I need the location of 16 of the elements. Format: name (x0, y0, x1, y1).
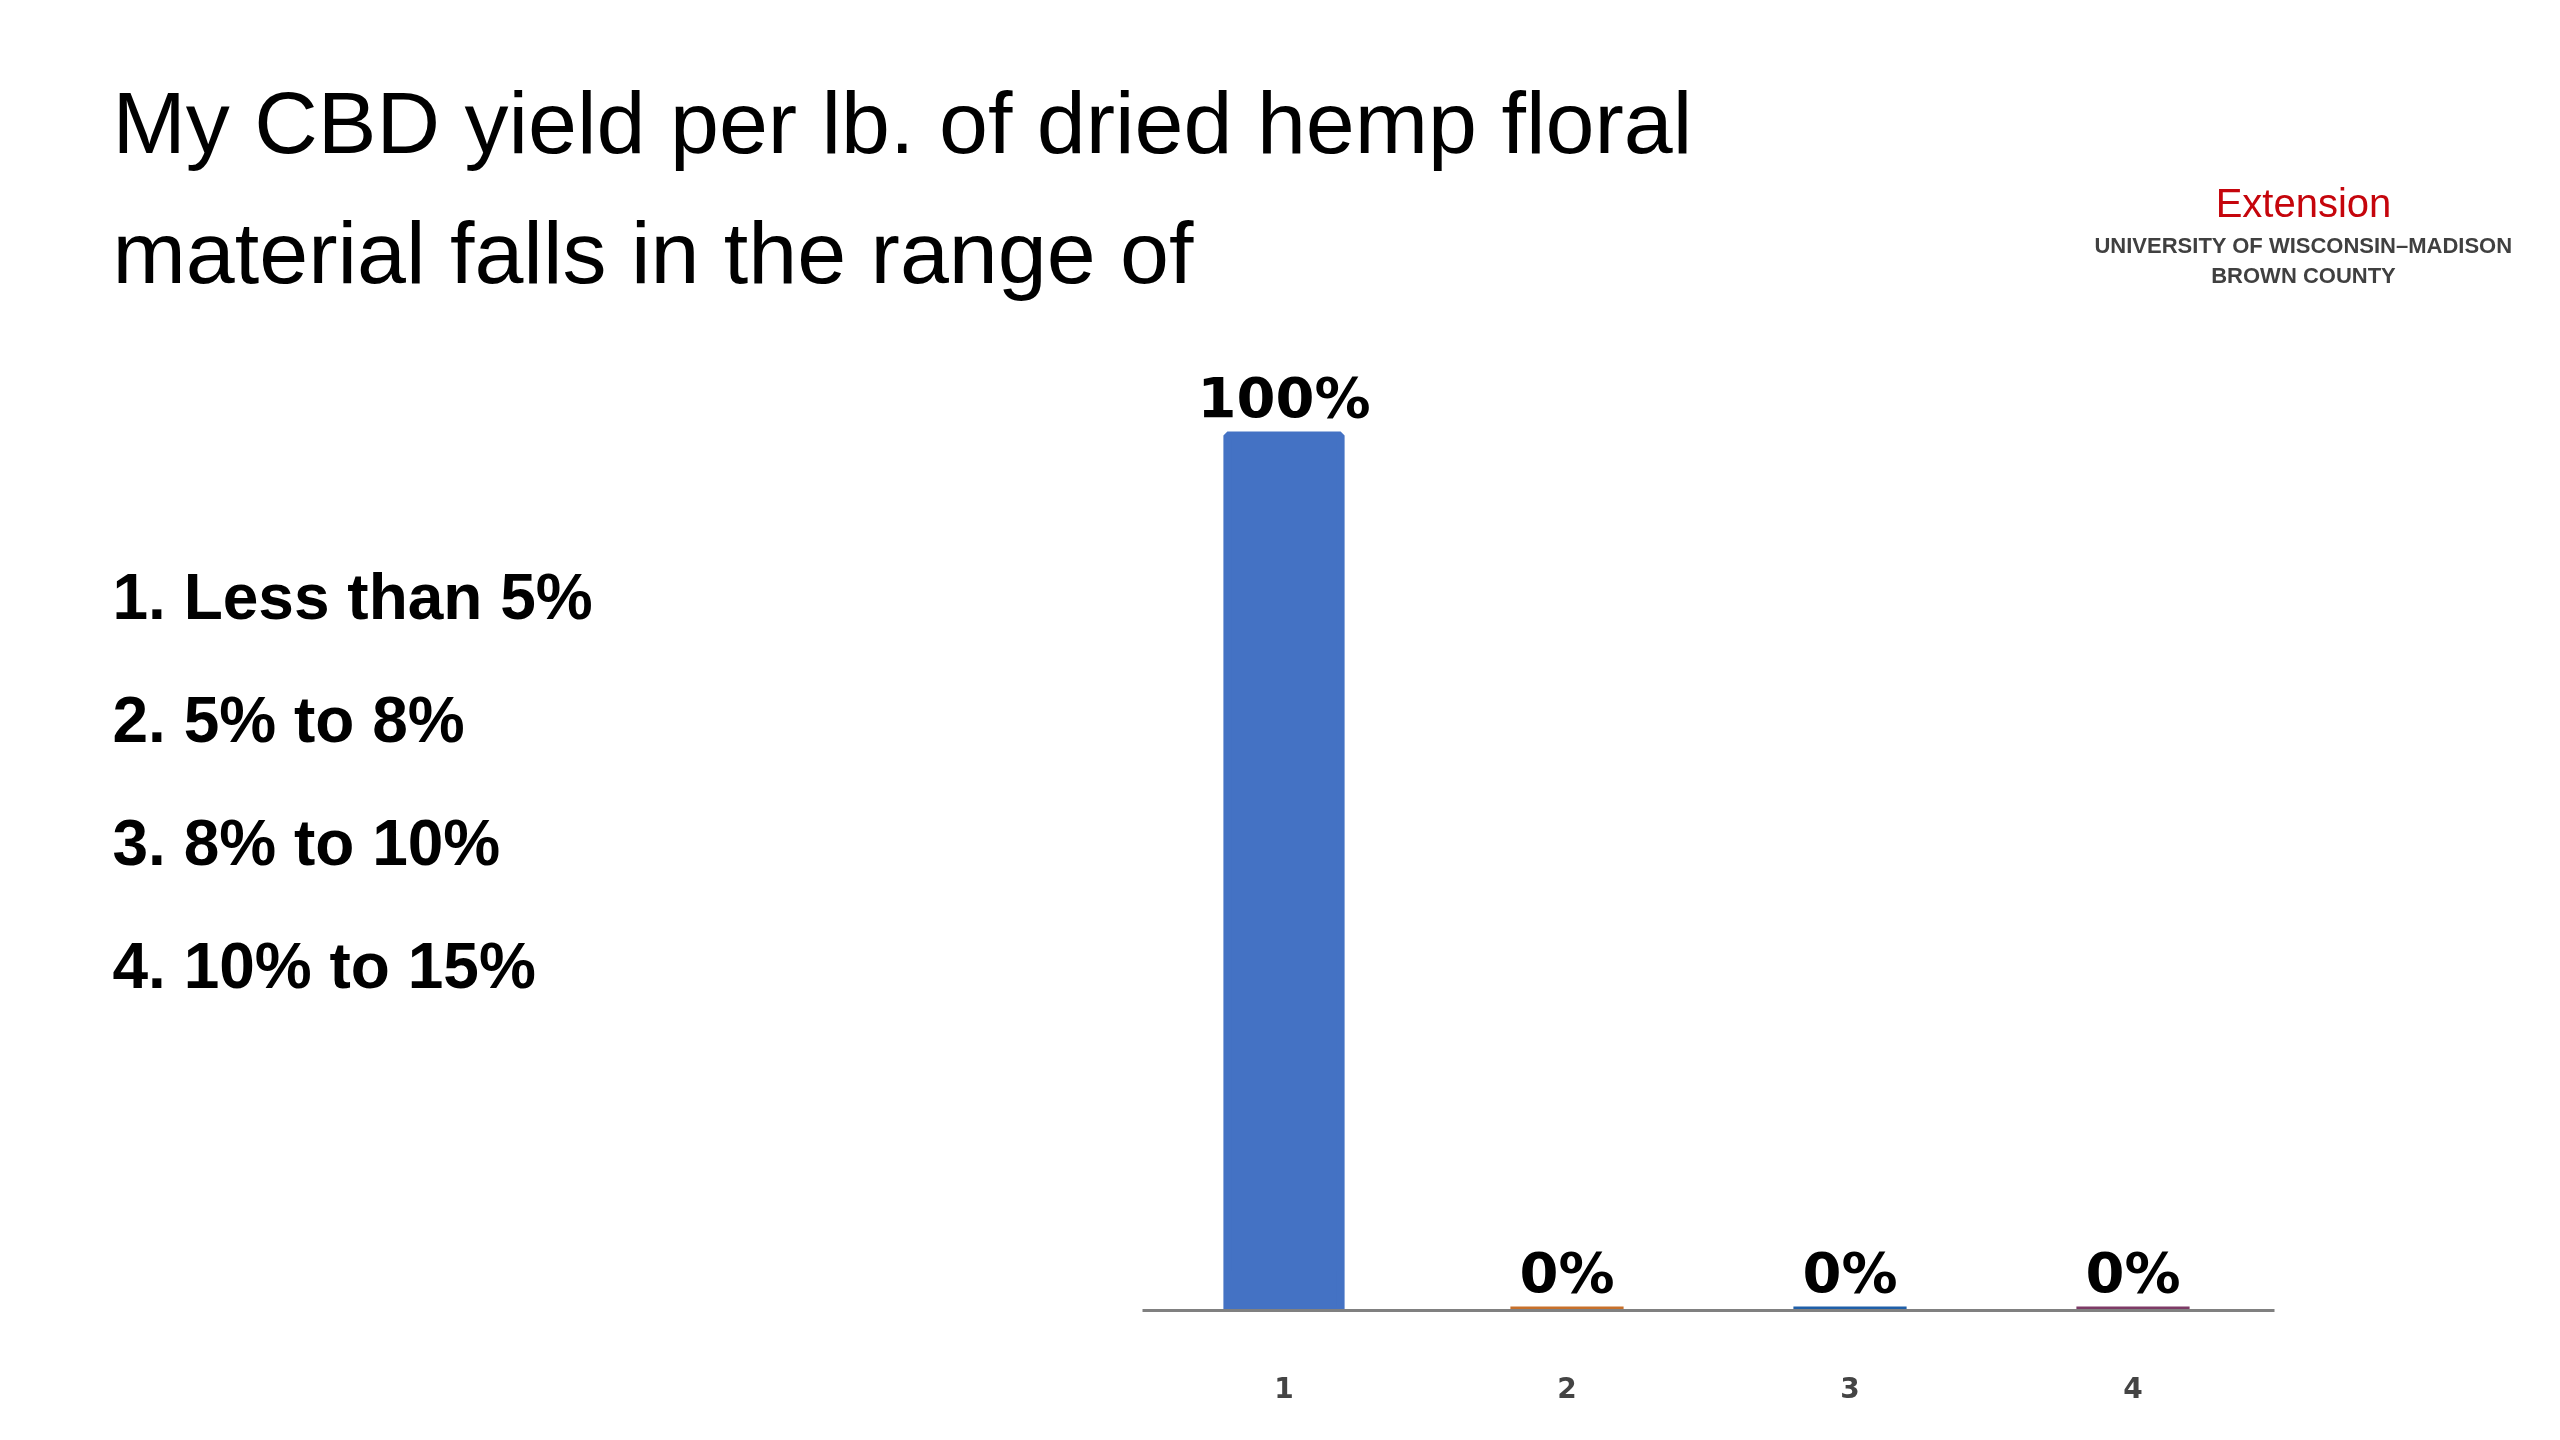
data-label: 0% (1519, 1239, 1615, 1305)
text: 1. Less than 5% (112, 560, 593, 633)
x-tick-label: 3 (1840, 1371, 1860, 1405)
data-label: 100% (1197, 364, 1371, 430)
data-label: 0% (2085, 1239, 2181, 1305)
chart-title: My CBD yield per lb. of dried hemp floral material falls in the range of (112, 72, 1693, 302)
text: Extension (2215, 180, 2392, 225)
x-tick-label: 1 (1274, 1371, 1294, 1405)
data-label: 0% (1802, 1239, 1898, 1305)
text: BROWN COUNTY (2211, 262, 2397, 288)
x-tick-label: 2 (1557, 1371, 1577, 1405)
text: UNIVERSITY OF WISCONSIN–MADISON (2094, 232, 2513, 258)
text: 3. 8% to 10% (112, 806, 501, 879)
text: 4. 10% to 15% (112, 929, 536, 1002)
text: 2. 5% to 8% (112, 683, 465, 756)
x-tick-label: 4 (2123, 1371, 2143, 1405)
